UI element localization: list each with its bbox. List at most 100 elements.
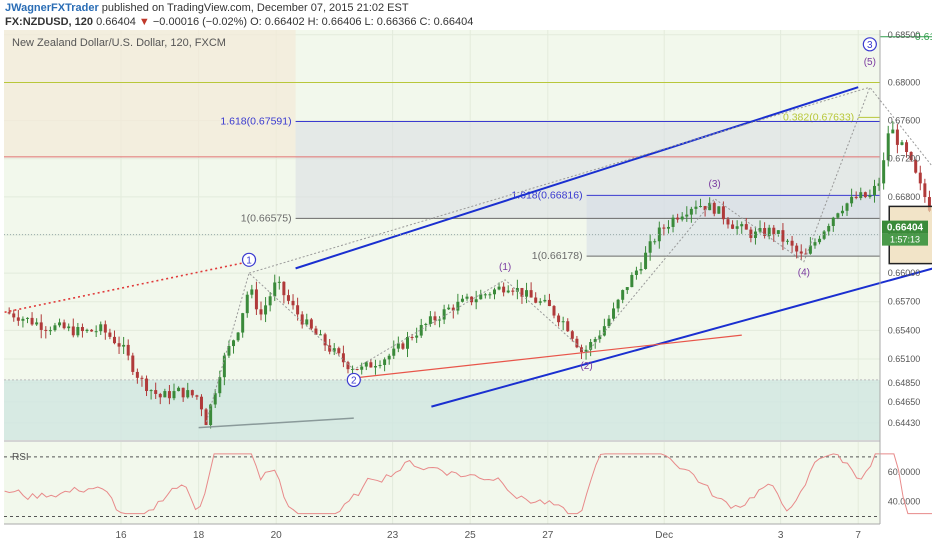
candle-body — [795, 245, 799, 252]
candle-body — [703, 206, 707, 211]
candle-body — [428, 316, 432, 324]
y-tick-label: 0.67200 — [888, 154, 921, 164]
candle-body — [378, 364, 382, 367]
candle-body — [621, 290, 625, 300]
candle-body — [85, 329, 89, 332]
countdown-badge — [882, 233, 928, 246]
candle-body — [241, 313, 245, 333]
rsi-label: RSI — [12, 452, 29, 463]
wave-label: (1) — [499, 262, 511, 273]
candle-body — [387, 355, 391, 360]
candle-body — [854, 196, 858, 199]
last-price-label: 0.66404 — [887, 223, 924, 234]
candle-body — [236, 332, 240, 341]
candle-body — [538, 301, 542, 303]
y-tick-label: 0.65700 — [888, 297, 921, 307]
candle-body — [840, 210, 844, 214]
wave-label: 2 — [351, 375, 357, 386]
candle-body — [438, 319, 442, 321]
candle-body — [483, 294, 487, 296]
countdown-label: 1:57:13 — [890, 235, 920, 245]
candle-body — [593, 339, 597, 343]
wave-label: (3) — [709, 179, 721, 190]
candle-body — [126, 344, 130, 356]
candle-body — [392, 348, 396, 356]
wave-label: (5) — [864, 57, 876, 68]
candle-body — [726, 219, 730, 225]
candle-body — [259, 309, 263, 315]
candle-body — [145, 378, 149, 391]
publish-header: JWagnerFXTrader published on TradingView… — [5, 2, 409, 14]
candle-body — [222, 355, 226, 378]
candle-body — [181, 387, 185, 398]
symbol-header: FX:NZDUSD, 120 0.66404 ▼ −0.00016 (−0.02… — [5, 16, 473, 28]
candle-body — [44, 329, 48, 331]
candle-body — [529, 290, 533, 298]
candle-body — [543, 299, 547, 302]
support-zone — [4, 379, 880, 440]
candle-body — [245, 294, 249, 314]
rsi-tick-label: 60.0000 — [888, 467, 921, 477]
candle-body — [58, 322, 62, 326]
candle-body — [410, 336, 414, 338]
candle-body — [273, 282, 277, 297]
candle-body — [80, 327, 84, 332]
candle-body — [396, 343, 400, 349]
candle-body — [277, 281, 281, 283]
candle-body — [227, 346, 231, 356]
candle-body — [630, 274, 634, 288]
author-link[interactable]: JWagnerFXTrader — [5, 2, 99, 14]
candle-body — [122, 344, 126, 347]
candle-body — [103, 324, 107, 333]
candle-body — [612, 308, 616, 319]
x-tick-label: 25 — [465, 530, 477, 541]
candle-body — [48, 330, 52, 332]
candle-body — [460, 298, 464, 302]
candle-body — [666, 226, 670, 229]
candle-body — [16, 317, 20, 321]
candle-body — [332, 348, 336, 352]
candle-body — [763, 228, 767, 236]
y-tick-label: 0.64650 — [888, 397, 921, 407]
candle-body — [158, 393, 162, 398]
resistance-zone — [4, 30, 296, 157]
candle-body — [831, 217, 835, 226]
candle-body — [497, 286, 501, 290]
candle-body — [140, 377, 144, 379]
channel-line — [295, 86, 859, 270]
candle-body — [598, 335, 602, 340]
x-tick-label: 16 — [115, 530, 127, 541]
candle-body — [575, 338, 579, 348]
fib-level-label: 0.618(0.68479) — [915, 31, 932, 43]
candle-body — [589, 342, 593, 350]
y-tick-label: 0.68500 — [888, 30, 921, 40]
candle-body — [525, 290, 529, 297]
candle-body — [71, 326, 75, 336]
wave-extension-path — [248, 86, 870, 274]
candle-body — [35, 322, 39, 325]
candle-body — [744, 224, 748, 230]
candle-body — [657, 227, 661, 242]
candle-body — [479, 294, 483, 300]
candle-body — [662, 227, 666, 229]
candle-body — [364, 362, 368, 367]
fib-level-label: 0.382(0.67633) — [783, 111, 854, 123]
wave-label: (4) — [798, 268, 810, 279]
candle-body — [204, 409, 208, 426]
y-tick-label: 0.66800 — [888, 192, 921, 202]
candle-body — [383, 359, 387, 365]
candle-body — [547, 299, 551, 307]
candle-body — [712, 202, 716, 214]
candle-body — [328, 345, 332, 352]
x-tick-label: 7 — [855, 530, 861, 541]
candle-body — [808, 245, 812, 254]
red-trend-line — [353, 334, 742, 379]
candle-body — [877, 183, 881, 186]
candle-body — [822, 231, 826, 239]
symbol-label: FX:NZDUSD, 120 — [5, 16, 94, 28]
candle-body — [300, 314, 304, 325]
candle-body — [456, 301, 460, 311]
candle-body — [309, 319, 313, 329]
candle-body — [218, 377, 222, 394]
